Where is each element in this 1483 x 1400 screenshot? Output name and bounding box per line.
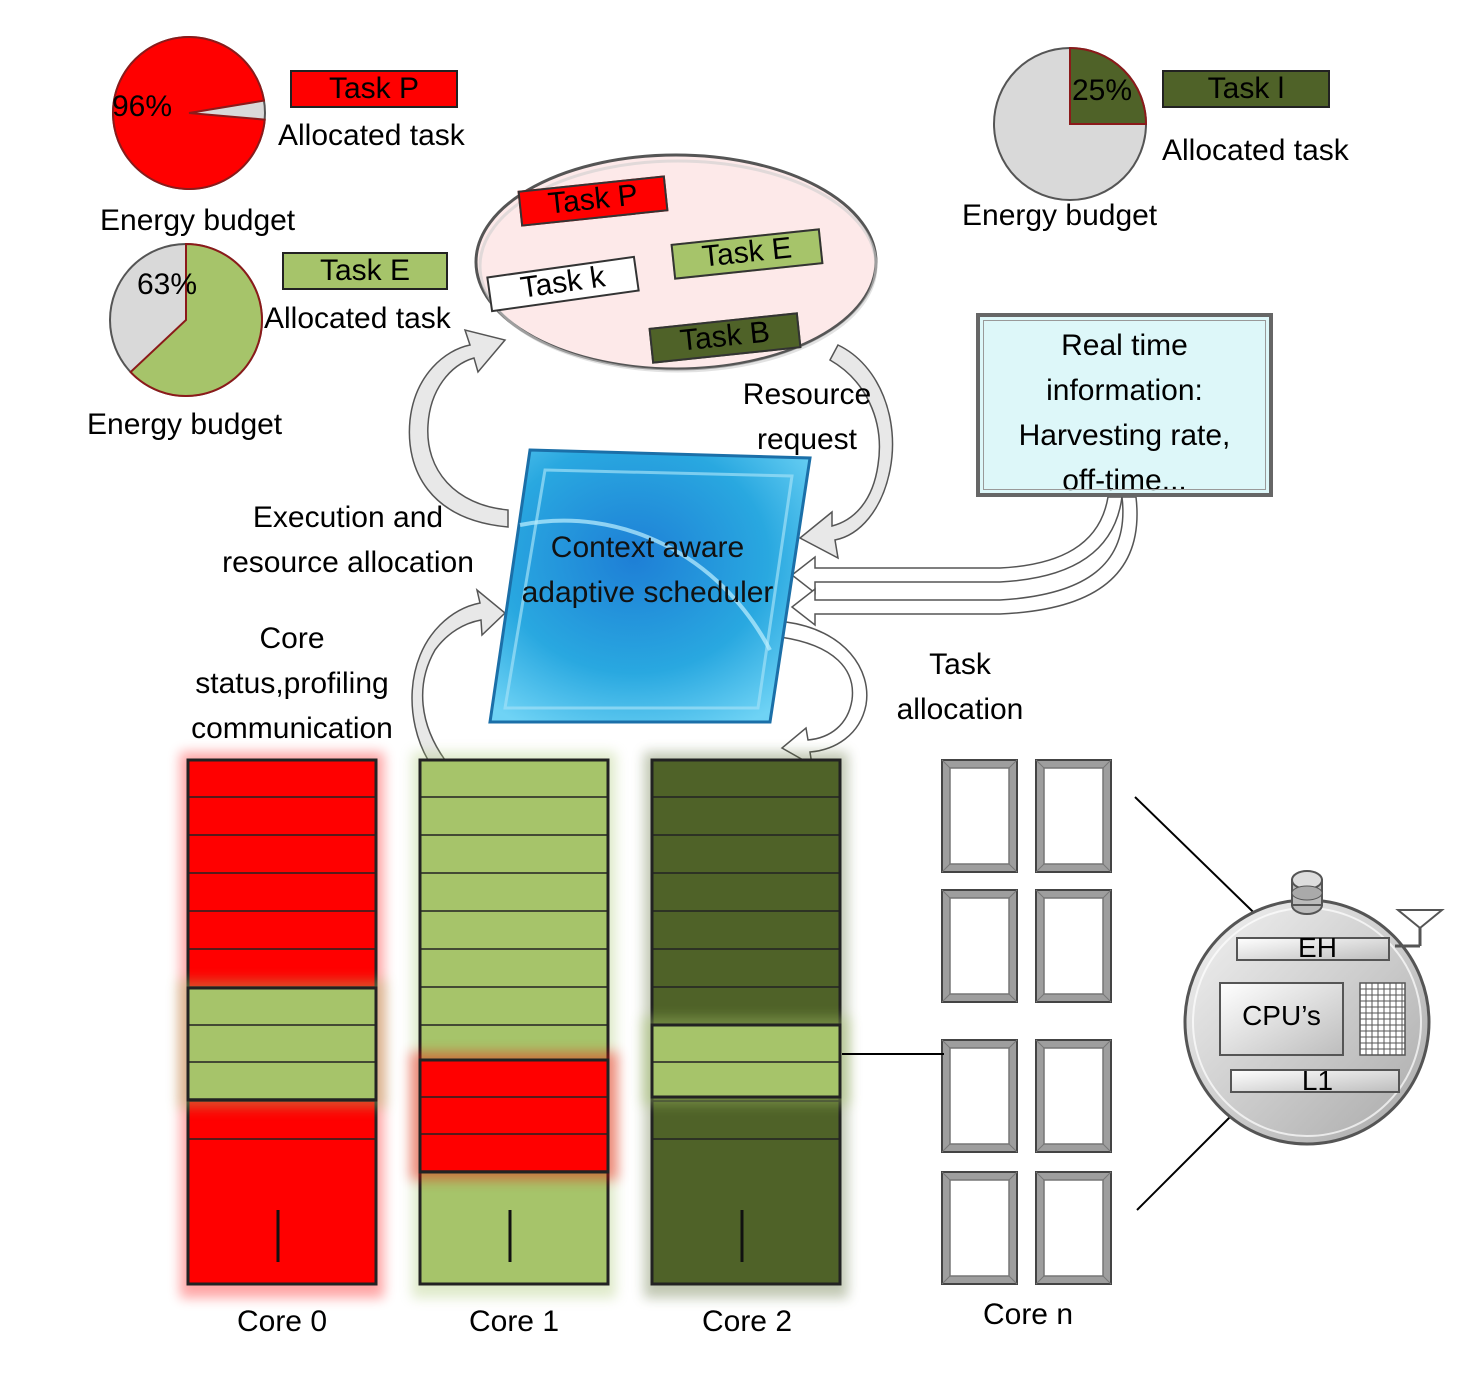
core-n-cell: [1035, 1171, 1112, 1285]
cpu-label: CPU’s: [1242, 1000, 1321, 1031]
core-n-cell: [941, 759, 1018, 873]
curved-arrows: [408, 328, 1138, 767]
scheduler-tile: [488, 448, 812, 724]
pie-l-used-slice: [1069, 46, 1148, 125]
energy-pie-task-e: [109, 242, 263, 397]
core-1-body: [418, 758, 610, 1286]
pie-l-percent: 25%: [1072, 74, 1133, 107]
core-1-allocated-task: [418, 1058, 610, 1174]
core-2-label: Core 2: [701, 1305, 793, 1338]
resource-request-label: Resource request: [737, 372, 877, 462]
execution-arrow: [408, 328, 509, 528]
resource-request-line-1: Resource: [742, 378, 872, 411]
info-line-2: information:: [1046, 374, 1203, 407]
core-status-line-3: communication: [191, 712, 393, 745]
core-n-label: Core n: [982, 1298, 1074, 1331]
scheduler-label: Context aware adaptive scheduler: [521, 531, 774, 609]
task-allocation-arrow: [778, 621, 868, 767]
core-1-column: [410, 752, 618, 1298]
resource-request-arrow: [798, 344, 894, 560]
core-n-grid: [941, 759, 1112, 1285]
legend-task-l: Task l: [1162, 70, 1330, 108]
core-n-cell: [941, 1039, 1018, 1153]
info-arrow-lower: [790, 496, 1138, 627]
legend-task-e: Task E: [282, 252, 448, 290]
resource-request-line-2: request: [756, 423, 858, 456]
core-0-column: [178, 752, 386, 1298]
core-status-line-1: Core: [259, 622, 325, 655]
sensor-node: [1183, 870, 1445, 1146]
execution-label: Execution and resource allocation: [200, 495, 496, 585]
energy-budget-label-e: Energy budget: [87, 408, 283, 441]
core-n-cell: [1035, 889, 1112, 1003]
energy-pie-task-p: [112, 36, 266, 190]
core-status-label: Core status,profiling communication: [172, 616, 412, 751]
energy-pie-task-l: [993, 46, 1148, 201]
core-n-cell: [941, 1171, 1018, 1285]
core-status-line-2: status,profiling: [195, 667, 389, 700]
pie-p-percent: 96%: [112, 90, 173, 123]
execution-line-1: Execution and: [252, 501, 444, 534]
pie-e-used-slice: [129, 242, 263, 397]
task-allocation-label: Task allocation: [880, 642, 1040, 732]
allocated-task-label-e: Allocated task: [264, 302, 451, 335]
core-1-label: Core 1: [468, 1305, 560, 1338]
core-0-allocated-task: [186, 986, 378, 1102]
info-arrow-upper: [790, 496, 1123, 595]
execution-line-2: resource allocation: [222, 546, 474, 579]
core-n-cell: [1035, 759, 1112, 873]
core-n-cell: [941, 889, 1018, 1003]
core-2-allocated-task: [650, 1023, 842, 1099]
realtime-info-box: Real time information: Harvesting rate, …: [976, 313, 1273, 497]
core-n-cell: [1035, 1039, 1112, 1153]
pie-p-used-slice: [112, 36, 266, 190]
info-line-4: off-time...: [1062, 464, 1187, 497]
pie-e-percent: 63%: [137, 268, 198, 301]
task-pool-ellipse-shadow: [478, 159, 878, 373]
l1-label: L1: [1301, 1065, 1334, 1096]
core-0-label: Core 0: [236, 1305, 328, 1338]
eh-label: EH: [1298, 932, 1337, 963]
info-line-3: Harvesting rate,: [1018, 419, 1231, 452]
allocated-task-label-p: Allocated task: [278, 119, 465, 152]
task-allocation-line-2: allocation: [896, 693, 1024, 726]
allocated-task-label-l: Allocated task: [1162, 134, 1349, 167]
energy-budget-label-p: Energy budget: [100, 204, 296, 237]
core-status-arrow: [411, 588, 507, 761]
legend-task-p: Task P: [290, 70, 458, 108]
task-allocation-line-1: Task: [929, 648, 991, 681]
energy-budget-label-l: Energy budget: [962, 199, 1158, 232]
info-line-1: Real time: [1061, 329, 1188, 362]
core-2-column: [642, 752, 850, 1298]
core-columns: [178, 752, 850, 1298]
